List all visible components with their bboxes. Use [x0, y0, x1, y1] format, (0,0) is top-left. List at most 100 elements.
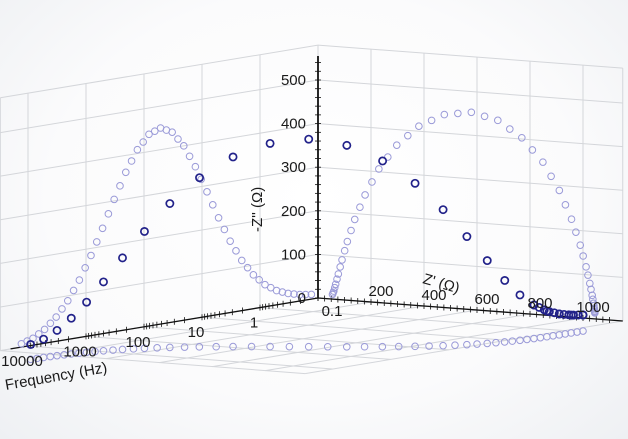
nyquist-projection-marker — [340, 246, 349, 255]
nyquist-projection-marker — [506, 125, 514, 133]
nyquist-projection-marker — [347, 226, 355, 235]
data-point — [410, 178, 420, 188]
floor-projection-marker — [109, 346, 117, 354]
data-point — [39, 334, 49, 344]
floor-projection-marker — [360, 342, 369, 351]
bode-projection-marker — [150, 127, 159, 135]
bode-projection-marker — [307, 290, 316, 299]
nyquist-projection-marker — [576, 241, 585, 249]
bode-projection-marker — [295, 290, 304, 299]
data-point — [534, 302, 544, 312]
zre-tick-label: 200 — [368, 283, 393, 300]
data-point — [569, 310, 578, 320]
zim-tick-label: 400 — [281, 116, 306, 133]
nyquist-projection-marker — [467, 108, 476, 117]
bode-projection-marker — [179, 142, 188, 150]
bode-projection-marker — [139, 138, 147, 146]
floor-projection-marker — [425, 342, 433, 350]
nyquist-projection-marker — [338, 256, 346, 264]
nyquist-projection-marker — [343, 237, 352, 246]
nyquist-projection-marker — [427, 116, 436, 125]
data-point — [462, 232, 472, 242]
frequency-tick-label: 1000 — [63, 343, 96, 360]
nyquist-projection-marker — [547, 172, 555, 181]
data-point — [515, 290, 525, 300]
bode-projection-marker — [203, 188, 211, 196]
bode-projection-marker — [104, 210, 113, 218]
bode-projection-marker — [301, 290, 310, 299]
zre-tick-label: 1000 — [576, 299, 609, 316]
axes — [10, 56, 623, 350]
bode-projection-marker — [255, 275, 263, 284]
bode-projection-marker — [116, 182, 124, 190]
floor-projection-marker — [99, 347, 108, 355]
floor-projection-marker — [323, 342, 332, 351]
data-point — [564, 310, 574, 320]
floor-projection-marker — [91, 347, 99, 356]
grid-line — [259, 307, 565, 332]
nyquist-projection-marker — [584, 271, 592, 279]
grid-line — [0, 166, 319, 221]
zre-tick-label: 400 — [421, 287, 446, 304]
grid-line — [0, 44, 319, 99]
floor-projection-marker — [536, 333, 545, 342]
bode-projection-marker — [197, 175, 205, 184]
nyquist-projection-marker — [586, 279, 594, 288]
bode-projection-marker — [133, 145, 142, 154]
data-point — [549, 308, 559, 318]
bode-projection-marker — [40, 325, 49, 334]
floor-projection-marker — [304, 342, 313, 351]
data-point — [578, 310, 588, 320]
nyquist-projection-marker — [334, 270, 343, 278]
floor-projection-marker — [567, 329, 575, 337]
nyquist-projection-marker — [480, 112, 489, 121]
data-point — [500, 276, 510, 285]
grid-line — [0, 210, 319, 264]
bode-projection-marker — [168, 128, 176, 136]
grid-line — [0, 253, 319, 308]
floor-projection-marker — [140, 344, 149, 353]
data-point — [99, 277, 108, 287]
floor-projection-marker — [229, 342, 237, 351]
nyquist-projection-marker — [350, 215, 359, 224]
nyquist-projection-marker — [392, 141, 401, 149]
bode-projection-marker — [69, 286, 78, 295]
floor-projection-marker — [473, 340, 481, 348]
nyquist-projection-marker — [539, 158, 547, 166]
zre-tick-label: 600 — [474, 291, 499, 308]
grid-line — [317, 44, 623, 69]
floor-projection-marker — [451, 341, 459, 349]
floor-projection-marker — [530, 334, 538, 343]
frequency-tick-label: 100 — [125, 334, 150, 351]
nyquist-projection-marker — [587, 285, 595, 294]
bode-projection-marker — [98, 224, 107, 233]
grid-line — [85, 335, 391, 360]
bode-projection-marker — [272, 286, 281, 295]
grid-line — [0, 350, 306, 375]
data-point — [529, 300, 539, 310]
grid-line — [106, 305, 425, 360]
data-point — [26, 340, 36, 349]
bode-projection-marker — [243, 263, 252, 272]
bode-projection-marker — [284, 289, 292, 298]
frequency-tick-label: 10 — [188, 324, 205, 341]
data-point — [140, 227, 149, 236]
bode-projection-marker — [191, 162, 200, 171]
grid-line — [0, 123, 319, 177]
data-point — [66, 313, 76, 323]
floor-projection-marker — [247, 342, 256, 351]
floor-projection-marker — [492, 338, 500, 347]
floor-projection-marker — [508, 337, 517, 345]
nyquist-projection-marker — [356, 203, 364, 211]
data-point — [544, 307, 554, 317]
nyquist-projection-marker — [555, 186, 564, 195]
nyquist-projection-marker — [336, 263, 344, 271]
floor-projection-marker — [266, 342, 274, 351]
bode-projection-marker — [278, 288, 287, 296]
nyquist-projection-marker — [567, 215, 576, 224]
nyquist-projection-marker — [330, 283, 339, 292]
bode-projection-marker — [92, 238, 101, 246]
nyquist-projection-marker — [333, 275, 341, 283]
bode-projection-marker — [46, 319, 55, 328]
